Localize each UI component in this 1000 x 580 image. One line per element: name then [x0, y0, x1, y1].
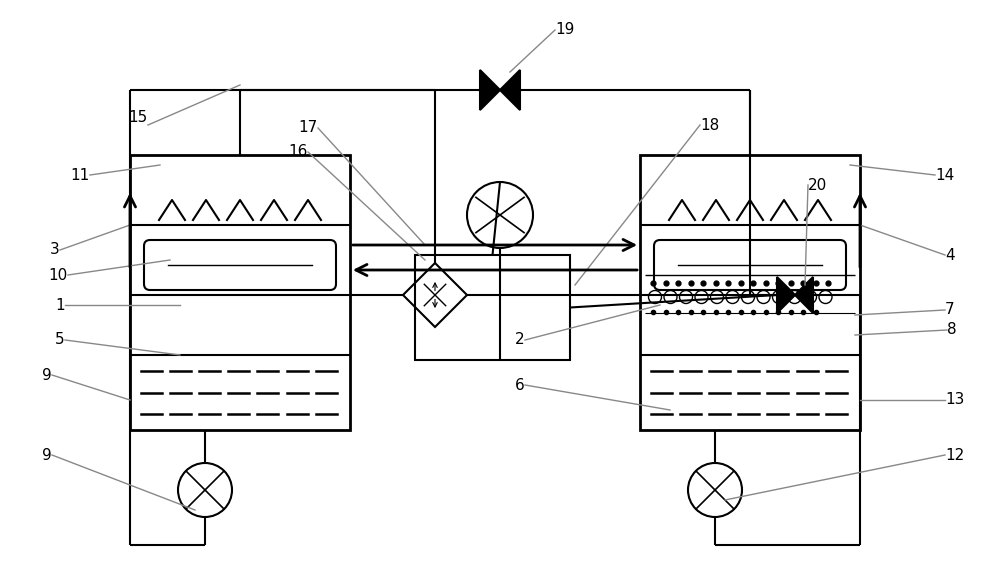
Circle shape [680, 291, 692, 303]
Circle shape [742, 291, 755, 303]
FancyBboxPatch shape [144, 240, 336, 290]
Circle shape [726, 291, 739, 303]
Text: 18: 18 [700, 118, 719, 132]
Circle shape [757, 291, 770, 303]
FancyBboxPatch shape [654, 240, 846, 290]
Text: 15: 15 [129, 110, 148, 125]
Text: 9: 9 [42, 368, 52, 382]
Circle shape [772, 291, 786, 303]
Circle shape [710, 291, 724, 303]
Text: 20: 20 [808, 177, 827, 193]
Bar [640, 155, 860, 430]
Bar [415, 255, 570, 360]
Text: 16: 16 [289, 144, 308, 160]
Circle shape [467, 182, 533, 248]
Text: 13: 13 [945, 393, 964, 408]
Polygon shape [795, 277, 813, 313]
Bar [130, 155, 350, 430]
Text: 14: 14 [935, 168, 954, 183]
Text: 4: 4 [945, 248, 955, 263]
Circle shape [688, 463, 742, 517]
Polygon shape [480, 70, 500, 110]
Circle shape [648, 291, 662, 303]
Circle shape [664, 291, 677, 303]
Circle shape [695, 291, 708, 303]
Text: 7: 7 [945, 303, 955, 317]
Circle shape [804, 291, 816, 303]
Polygon shape [777, 277, 795, 313]
Circle shape [788, 291, 801, 303]
Circle shape [819, 291, 832, 303]
Text: 12: 12 [945, 448, 964, 462]
Text: 11: 11 [71, 168, 90, 183]
Text: 8: 8 [947, 322, 957, 338]
Text: 5: 5 [55, 332, 65, 347]
Circle shape [178, 463, 232, 517]
Text: 17: 17 [299, 121, 318, 136]
Text: 10: 10 [49, 267, 68, 282]
Text: 3: 3 [50, 242, 60, 258]
Text: 2: 2 [515, 332, 525, 347]
Text: 19: 19 [555, 23, 574, 38]
Polygon shape [500, 70, 520, 110]
Text: 6: 6 [515, 378, 525, 393]
Text: 1: 1 [55, 298, 65, 313]
Text: 9: 9 [42, 448, 52, 462]
